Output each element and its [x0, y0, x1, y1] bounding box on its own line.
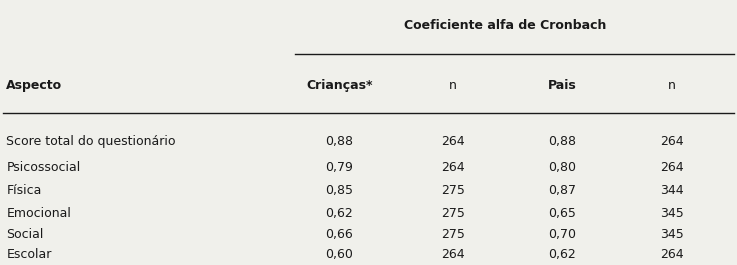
Text: Score total do questionário: Score total do questionário [7, 135, 176, 148]
Text: Escolar: Escolar [7, 248, 52, 261]
Text: 345: 345 [660, 228, 684, 241]
Text: 275: 275 [441, 184, 464, 197]
Text: 0,87: 0,87 [548, 184, 576, 197]
Text: 0,65: 0,65 [548, 207, 576, 220]
Text: Aspecto: Aspecto [7, 78, 63, 91]
Text: Coeficiente alfa de Cronbach: Coeficiente alfa de Cronbach [405, 19, 607, 32]
Text: 264: 264 [660, 135, 684, 148]
Text: Pais: Pais [548, 78, 577, 91]
Text: n: n [668, 78, 676, 91]
Text: 0,62: 0,62 [548, 248, 576, 261]
Text: Física: Física [7, 184, 42, 197]
Text: 275: 275 [441, 228, 464, 241]
Text: 345: 345 [660, 207, 684, 220]
Text: Psicossocial: Psicossocial [7, 161, 80, 174]
Text: 0,60: 0,60 [325, 248, 353, 261]
Text: 0,62: 0,62 [325, 207, 353, 220]
Text: 0,88: 0,88 [325, 135, 353, 148]
Text: 0,80: 0,80 [548, 161, 576, 174]
Text: Crianças*: Crianças* [306, 78, 372, 91]
Text: 264: 264 [660, 248, 684, 261]
Text: 264: 264 [441, 161, 464, 174]
Text: 275: 275 [441, 207, 464, 220]
Text: 0,66: 0,66 [325, 228, 353, 241]
Text: Emocional: Emocional [7, 207, 71, 220]
Text: 264: 264 [441, 248, 464, 261]
Text: 264: 264 [441, 135, 464, 148]
Text: 264: 264 [660, 161, 684, 174]
Text: 0,79: 0,79 [325, 161, 353, 174]
Text: 344: 344 [660, 184, 684, 197]
Text: 0,85: 0,85 [325, 184, 353, 197]
Text: n: n [449, 78, 456, 91]
Text: 0,70: 0,70 [548, 228, 576, 241]
Text: Social: Social [7, 228, 43, 241]
Text: 0,88: 0,88 [548, 135, 576, 148]
